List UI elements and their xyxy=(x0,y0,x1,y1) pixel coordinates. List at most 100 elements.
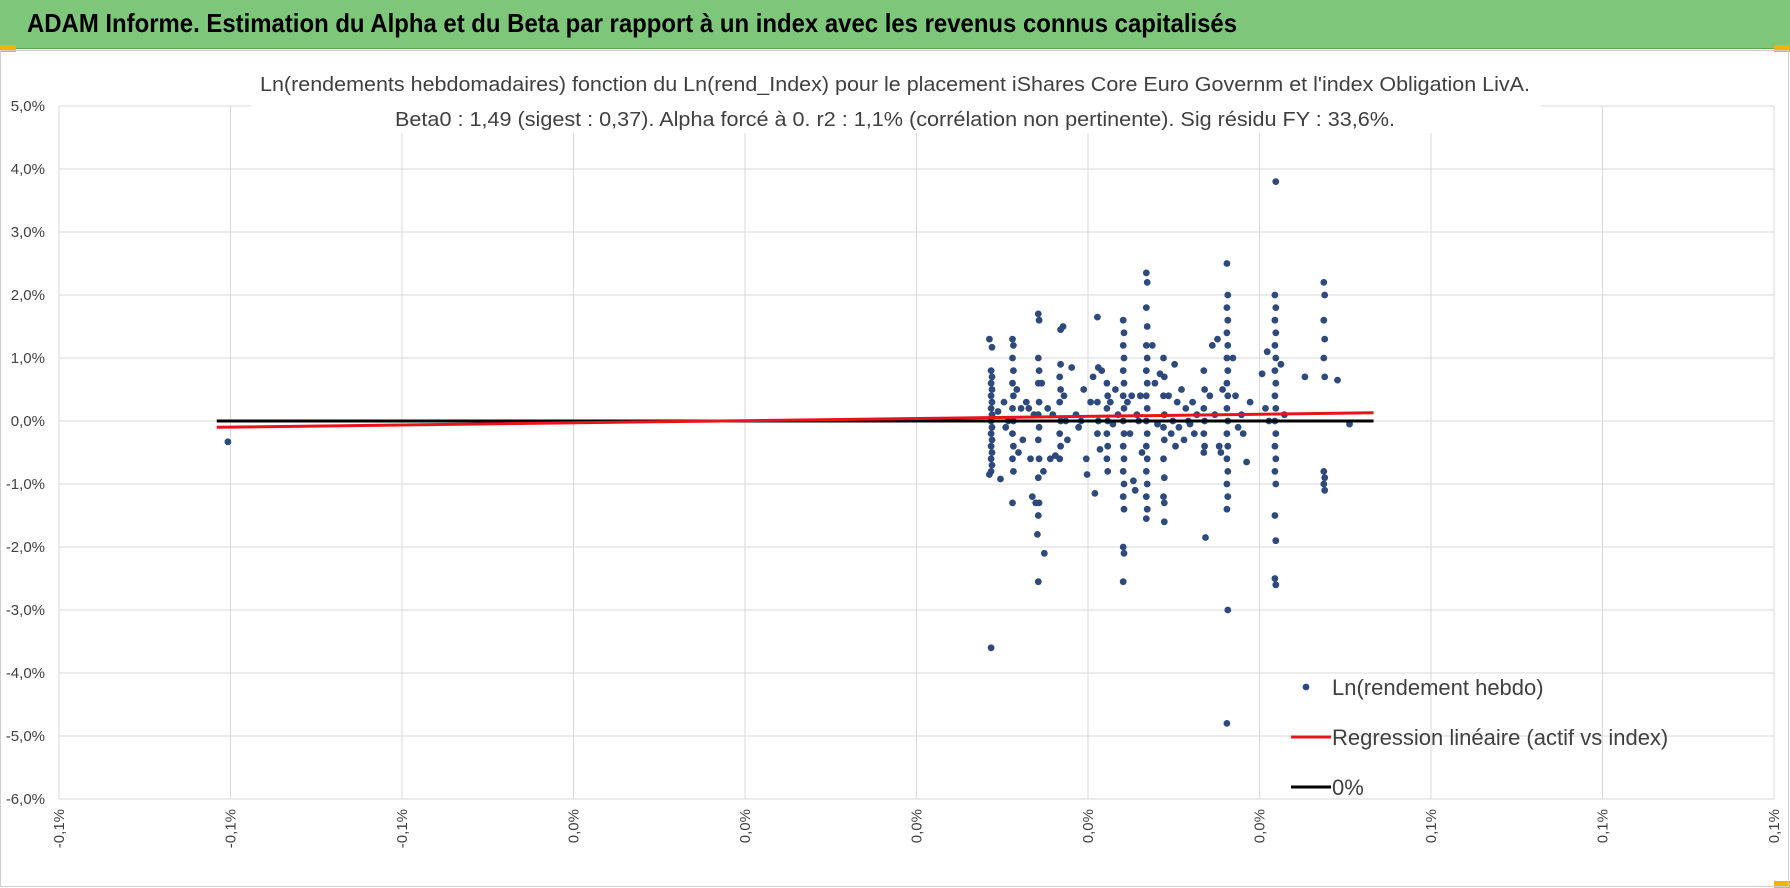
data-point xyxy=(1010,367,1017,374)
data-point xyxy=(1056,373,1064,381)
data-point xyxy=(1009,430,1016,437)
data-point xyxy=(1034,474,1042,482)
data-point xyxy=(1173,398,1181,406)
data-point xyxy=(1321,474,1329,482)
data-point xyxy=(988,436,996,444)
data-point xyxy=(1119,578,1127,586)
data-point xyxy=(1103,405,1111,412)
data-point xyxy=(1277,360,1285,368)
data-point xyxy=(1182,405,1190,412)
data-point xyxy=(1224,392,1232,400)
data-point xyxy=(1103,430,1111,437)
data-point xyxy=(987,430,995,437)
data-point xyxy=(988,373,996,381)
data-point xyxy=(1142,304,1150,311)
data-point xyxy=(1167,430,1175,437)
data-point xyxy=(987,442,995,450)
chart-area: 5,0% 4,0% 3,0% 2,0% 1,0% 0,0% -1,0% -2,0% -3,0% -… xyxy=(0,50,1789,887)
data-point xyxy=(1320,480,1328,488)
data-point xyxy=(1320,279,1328,286)
data-point xyxy=(1143,480,1151,488)
data-point xyxy=(1223,455,1231,463)
data-point xyxy=(988,386,996,393)
data-point xyxy=(1015,449,1022,456)
data-point xyxy=(1272,455,1280,463)
data-point xyxy=(1119,468,1127,475)
data-point xyxy=(1201,442,1208,450)
data-point xyxy=(1224,291,1232,299)
title-bar: ADAM Informe. Estimation du Alpha et du … xyxy=(0,0,1790,49)
data-point xyxy=(988,423,996,431)
corner-mark-top-right xyxy=(1774,45,1790,52)
data-point xyxy=(1131,486,1139,494)
data-point xyxy=(1202,534,1209,541)
data-point xyxy=(1120,354,1128,362)
data-point xyxy=(1009,405,1016,412)
legend-label: 0% xyxy=(1332,775,1364,800)
data-point xyxy=(1106,398,1114,406)
data-point xyxy=(986,335,993,343)
data-point xyxy=(1143,455,1151,463)
data-point xyxy=(1057,386,1064,393)
data-point xyxy=(1234,423,1242,431)
data-point xyxy=(1034,531,1041,538)
data-point xyxy=(1272,178,1280,185)
data-point xyxy=(1272,304,1280,311)
data-point xyxy=(1009,354,1016,362)
x-tick-label: 0,1% xyxy=(1595,809,1612,843)
data-point xyxy=(1120,379,1128,387)
data-point xyxy=(1160,354,1167,362)
data-point xyxy=(1010,392,1017,400)
data-point xyxy=(1165,392,1172,400)
data-point xyxy=(1262,405,1269,412)
data-point xyxy=(988,398,996,406)
data-point xyxy=(1142,392,1150,400)
data-point xyxy=(224,438,232,446)
data-point xyxy=(1143,323,1151,330)
legend-label: Regression linéaire (actif vs index) xyxy=(1332,725,1668,750)
x-tick-label: 0,1% xyxy=(1423,809,1440,843)
data-point xyxy=(1009,379,1016,387)
x-tick-label: 0,0% xyxy=(1080,809,1097,843)
data-point xyxy=(1148,342,1156,349)
x-tick-label: 0,0% xyxy=(737,809,754,843)
data-point xyxy=(1083,471,1091,478)
data-point xyxy=(1009,499,1016,507)
data-point xyxy=(1301,373,1309,381)
corner-mark-bottom-right xyxy=(1774,881,1790,888)
data-point xyxy=(1160,436,1168,444)
y-tick-label: -3,0% xyxy=(6,602,45,619)
data-point xyxy=(1034,310,1042,318)
data-point xyxy=(1068,364,1076,371)
data-point xyxy=(1320,354,1328,362)
data-point xyxy=(1009,335,1016,343)
data-point xyxy=(987,455,995,463)
data-point xyxy=(1143,405,1151,412)
data-point xyxy=(1126,430,1134,437)
data-point xyxy=(1056,398,1064,406)
data-point xyxy=(1059,323,1067,330)
data-point xyxy=(1160,455,1167,463)
x-tick-label: 0,1% xyxy=(1766,809,1783,843)
data-point xyxy=(1103,455,1111,463)
chart-title-line: Ln(rendements hebdomadaires) fonction du… xyxy=(260,74,1530,96)
data-point xyxy=(1160,518,1168,526)
data-point xyxy=(1321,373,1329,381)
data-point xyxy=(1087,398,1094,406)
data-point xyxy=(1035,455,1043,463)
data-point xyxy=(1223,260,1231,267)
data-point xyxy=(1272,581,1280,589)
data-point xyxy=(1035,398,1043,406)
data-point xyxy=(1171,360,1178,368)
data-point xyxy=(1271,575,1279,582)
chart-title-background xyxy=(251,63,1541,133)
data-point xyxy=(1103,379,1111,387)
data-point xyxy=(1142,468,1150,475)
data-point xyxy=(1224,316,1232,324)
data-point xyxy=(1119,442,1127,450)
x-tick-label: -0,1% xyxy=(51,809,68,848)
y-tick-label: 1,0% xyxy=(11,350,45,367)
data-point xyxy=(1009,455,1016,463)
data-point xyxy=(1057,442,1064,450)
data-point xyxy=(987,405,995,412)
